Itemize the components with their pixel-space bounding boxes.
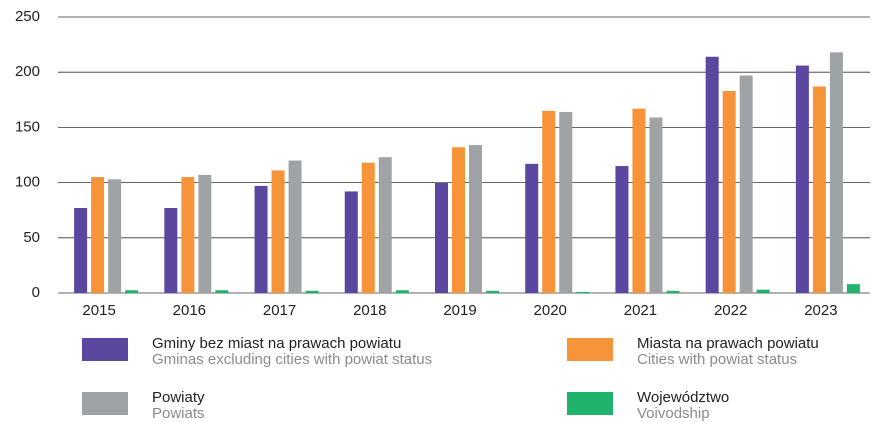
y-tick-label: 150 — [15, 118, 40, 135]
x-tick-label: 2023 — [804, 302, 837, 319]
bar — [486, 290, 499, 293]
bar — [756, 289, 770, 293]
y-tick-label: 250 — [15, 8, 40, 25]
legend-swatch — [82, 392, 128, 415]
bar — [271, 170, 285, 293]
bar — [181, 177, 195, 293]
bar — [198, 174, 212, 293]
y-tick-label: 50 — [23, 229, 40, 246]
bar — [344, 191, 358, 293]
bar — [215, 290, 229, 293]
bar — [666, 290, 680, 293]
legend-swatch — [567, 392, 613, 415]
legend-label-en: Gminas excluding cities with powiat stat… — [152, 351, 432, 368]
bar — [846, 284, 860, 293]
x-tick-label: 2022 — [714, 302, 747, 319]
legend-label: Gminy bez miast na prawach powiatu — [152, 335, 401, 352]
bar — [74, 207, 88, 293]
x-tick-label: 2015 — [82, 302, 115, 319]
bar — [378, 157, 392, 293]
x-tick-label: 2020 — [534, 302, 567, 319]
bar — [632, 108, 646, 294]
bar — [469, 145, 482, 293]
bar — [812, 86, 826, 293]
bar — [164, 207, 178, 293]
bar — [125, 290, 139, 293]
legend-label: Powiaty — [152, 389, 205, 406]
bar — [739, 75, 753, 294]
x-tick-label: 2021 — [624, 302, 657, 319]
bar — [705, 56, 719, 293]
x-tick-label: 2017 — [263, 302, 296, 319]
bar — [361, 162, 375, 293]
legend-label: Miasta na prawach powiatu — [637, 335, 819, 352]
legend-swatch — [82, 338, 128, 361]
bar — [829, 52, 843, 293]
bar — [559, 111, 573, 293]
x-tick-label: 2018 — [353, 302, 386, 319]
x-tick-label: 2016 — [173, 302, 206, 319]
bar — [615, 166, 629, 293]
legend-label-en: Voivodship — [637, 405, 710, 422]
y-tick-label: 100 — [15, 174, 40, 191]
bar — [542, 110, 556, 293]
bar — [795, 65, 809, 294]
bar — [288, 160, 302, 293]
bar — [576, 291, 590, 293]
y-tick-label: 0 — [32, 284, 40, 301]
bar — [305, 290, 319, 293]
bar — [108, 179, 122, 293]
bar — [254, 185, 268, 293]
legend-swatch — [567, 338, 613, 361]
bar — [525, 163, 539, 293]
bar — [452, 147, 465, 293]
legend-label-en: Powiats — [152, 405, 205, 422]
bar — [91, 177, 105, 293]
x-tick-label: 2019 — [443, 302, 476, 319]
bar — [435, 182, 448, 293]
bar — [395, 290, 409, 293]
legend-label-en: Cities with powiat status — [637, 351, 797, 368]
y-tick-label: 200 — [15, 63, 40, 80]
bar — [649, 117, 663, 294]
legend-label: Województwo — [637, 389, 729, 406]
bar — [722, 90, 736, 293]
